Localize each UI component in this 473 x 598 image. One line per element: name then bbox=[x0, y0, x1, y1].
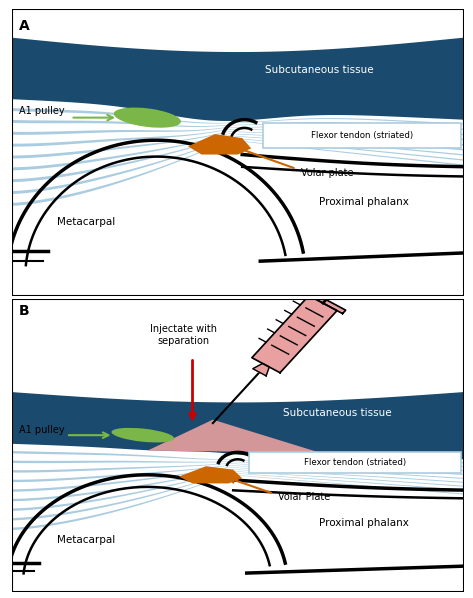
Polygon shape bbox=[12, 140, 464, 206]
Text: Volar plate: Volar plate bbox=[301, 168, 353, 178]
Polygon shape bbox=[12, 469, 464, 501]
FancyBboxPatch shape bbox=[263, 123, 461, 148]
FancyBboxPatch shape bbox=[249, 451, 461, 473]
Polygon shape bbox=[12, 472, 464, 515]
Polygon shape bbox=[12, 464, 464, 477]
Bar bbox=[12, 299, 464, 592]
Polygon shape bbox=[253, 364, 269, 376]
Polygon shape bbox=[12, 468, 464, 496]
Polygon shape bbox=[12, 38, 464, 121]
Ellipse shape bbox=[112, 428, 174, 443]
Polygon shape bbox=[12, 136, 464, 188]
Polygon shape bbox=[12, 472, 464, 520]
Text: A: A bbox=[18, 19, 29, 33]
Polygon shape bbox=[12, 108, 464, 125]
Text: Subcutaneous tissue: Subcutaneous tissue bbox=[265, 65, 373, 75]
Polygon shape bbox=[12, 120, 464, 130]
Polygon shape bbox=[188, 134, 251, 154]
Text: A1 pulley: A1 pulley bbox=[18, 106, 64, 117]
Polygon shape bbox=[12, 451, 464, 463]
Polygon shape bbox=[12, 135, 464, 182]
Polygon shape bbox=[12, 132, 464, 164]
Polygon shape bbox=[12, 102, 464, 122]
Polygon shape bbox=[12, 131, 464, 158]
Text: Volar Plate: Volar Plate bbox=[278, 492, 331, 502]
Text: B: B bbox=[18, 304, 29, 318]
Text: Flexor tendon (striated): Flexor tendon (striated) bbox=[304, 458, 406, 467]
Text: Proximal phalanx: Proximal phalanx bbox=[319, 197, 409, 207]
Polygon shape bbox=[179, 466, 242, 483]
Ellipse shape bbox=[114, 108, 181, 128]
Polygon shape bbox=[12, 474, 464, 525]
Polygon shape bbox=[12, 467, 464, 492]
Polygon shape bbox=[12, 460, 464, 467]
Text: Metacarpal: Metacarpal bbox=[57, 217, 115, 227]
Polygon shape bbox=[303, 289, 346, 313]
Polygon shape bbox=[329, 279, 350, 291]
Polygon shape bbox=[12, 470, 464, 506]
Polygon shape bbox=[12, 130, 464, 152]
Polygon shape bbox=[12, 133, 464, 170]
Polygon shape bbox=[12, 129, 464, 147]
Polygon shape bbox=[12, 446, 464, 461]
Polygon shape bbox=[12, 139, 464, 200]
Polygon shape bbox=[12, 392, 464, 459]
Bar bbox=[12, 9, 464, 296]
Polygon shape bbox=[12, 126, 464, 135]
Text: Subcutaneous tissue: Subcutaneous tissue bbox=[283, 408, 391, 418]
Polygon shape bbox=[12, 462, 464, 469]
Polygon shape bbox=[12, 471, 464, 511]
Text: Flexor tendon (striated): Flexor tendon (striated) bbox=[311, 131, 413, 140]
Text: A1 pulley: A1 pulley bbox=[18, 425, 64, 435]
Polygon shape bbox=[252, 295, 337, 373]
Polygon shape bbox=[12, 463, 464, 472]
Text: Metacarpal: Metacarpal bbox=[57, 535, 115, 545]
Polygon shape bbox=[12, 465, 464, 482]
Polygon shape bbox=[12, 138, 464, 194]
Polygon shape bbox=[12, 135, 464, 176]
Polygon shape bbox=[148, 420, 319, 453]
Polygon shape bbox=[12, 466, 464, 487]
Text: Proximal phalanx: Proximal phalanx bbox=[319, 518, 409, 528]
Polygon shape bbox=[12, 124, 464, 133]
Polygon shape bbox=[12, 456, 464, 465]
Text: Injectate with
separation: Injectate with separation bbox=[150, 324, 217, 346]
Polygon shape bbox=[12, 127, 464, 141]
Polygon shape bbox=[12, 114, 464, 127]
Polygon shape bbox=[12, 474, 464, 530]
